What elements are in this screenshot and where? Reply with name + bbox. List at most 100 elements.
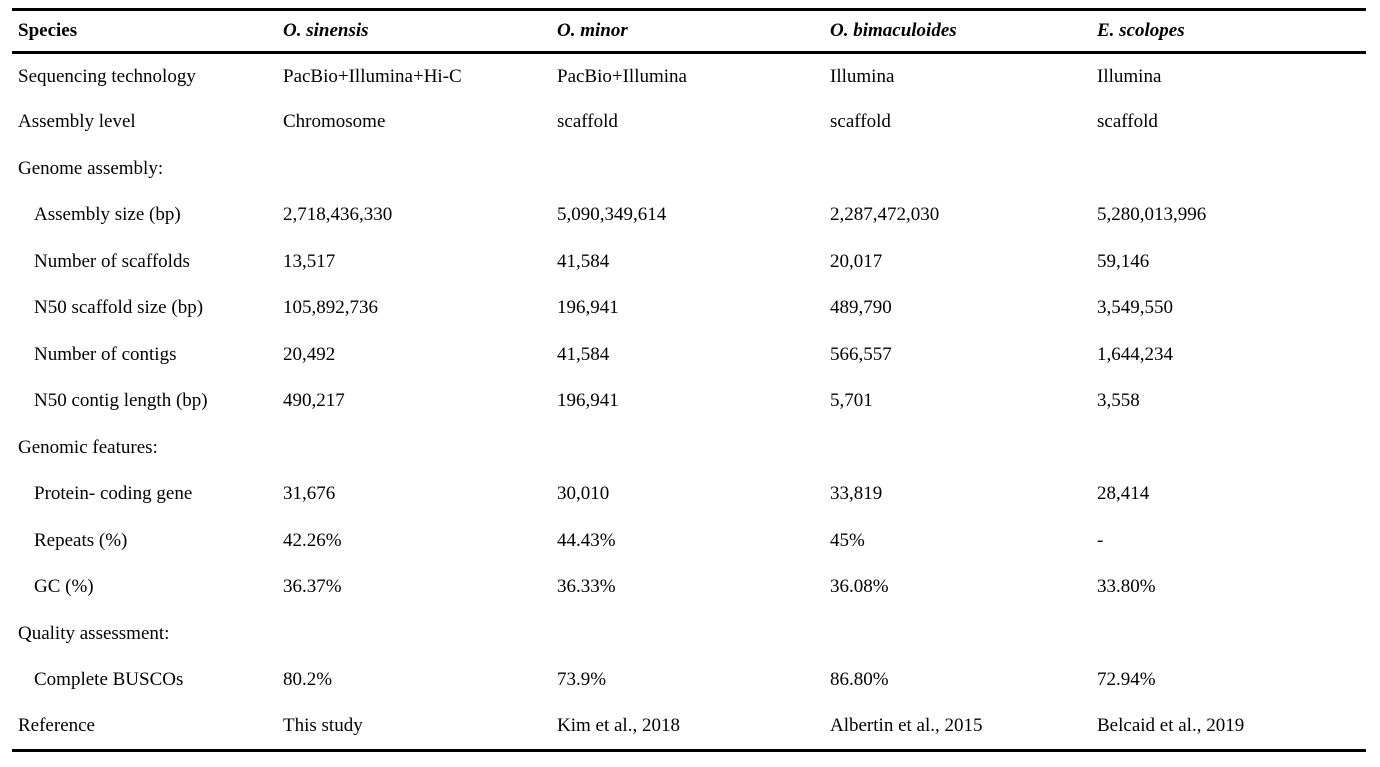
cell-value: 36.33%: [557, 576, 616, 598]
column-header-species: Species: [18, 20, 78, 41]
section-row: Quality assessment:: [12, 611, 1366, 658]
table-row: Number of contigs 20,492 41,584 566,557 1,64…: [12, 332, 1366, 379]
cell-value: 490,217: [283, 390, 345, 412]
cell-value: 196,941: [557, 390, 619, 412]
table-row: Assembly level Chromosome scaffold scaffold…: [12, 99, 1366, 146]
cell-value: [824, 146, 1091, 193]
cell-value: 36.37%: [283, 576, 342, 598]
section-label: Quality assessment:: [18, 622, 170, 644]
header-row: Species O. sinensis O. minor O. bimaculo…: [12, 10, 1366, 53]
cell-value: 31,676: [283, 483, 336, 505]
cell-value: 33,819: [830, 483, 883, 505]
cell-value: 5,280,013,996: [1097, 204, 1207, 226]
cell-value: [551, 611, 824, 658]
cell-value: 86.80%: [830, 669, 889, 691]
cell-value: 41,584: [557, 250, 610, 272]
cell-value: Illumina: [1097, 65, 1162, 87]
cell-value: scaffold: [557, 111, 618, 133]
cell-value: Albertin et al., 2015: [830, 715, 983, 736]
cell-value: 30,010: [557, 483, 610, 505]
cell-value: 41,584: [557, 343, 610, 365]
cell-value: 5,701: [830, 390, 873, 412]
cell-value: 2,718,436,330: [283, 204, 393, 226]
row-label: Repeats (%): [34, 529, 128, 551]
column-header-o-bimaculoides: O. bimaculoides: [830, 20, 957, 41]
row-label: Reference: [18, 715, 95, 736]
cell-value: 1,644,234: [1097, 343, 1173, 365]
cell-value: PacBio+Illumina: [557, 65, 687, 87]
section-label: Genome assembly:: [18, 157, 164, 179]
row-label: GC (%): [34, 576, 94, 598]
cell-value: [1091, 146, 1366, 193]
table-row: N50 contig length (bp) 490,217 196,941 5,70…: [12, 378, 1366, 425]
cell-value: 45%: [830, 529, 865, 551]
cell-value: [551, 425, 824, 472]
row-label: Number of contigs: [34, 343, 177, 365]
cell-value: 28,414: [1097, 483, 1150, 505]
table-row: Reference This study Kim et al., 2018 Alber…: [12, 704, 1366, 751]
row-label: N50 scaffold size (bp): [34, 297, 204, 319]
table-body: Sequencing technology PacBio+Illumina+Hi-…: [12, 53, 1366, 751]
cell-value: 2,287,472,030: [830, 204, 940, 226]
cell-value: 566,557: [830, 343, 892, 365]
column-header-e-scolopes: E. scolopes: [1097, 20, 1185, 41]
cell-value: [1091, 611, 1366, 658]
table-row: N50 scaffold size (bp) 105,892,736 196,941…: [12, 285, 1366, 332]
row-label: Protein- coding gene: [34, 483, 193, 505]
cell-value: 20,017: [830, 250, 883, 272]
cell-value: 196,941: [557, 297, 619, 319]
section-row: Genomic features:: [12, 425, 1366, 472]
genome-assembly-table: Species O. sinensis O. minor O. bimaculo…: [12, 8, 1366, 752]
cell-value: 33.80%: [1097, 576, 1156, 598]
row-label: N50 contig length (bp): [34, 390, 208, 412]
cell-value: 73.9%: [557, 669, 607, 691]
cell-value: 42.26%: [283, 529, 342, 551]
cell-value: 5,090,349,614: [557, 204, 667, 226]
column-header-o-minor: O. minor: [557, 20, 628, 41]
table-row: GC (%) 36.37% 36.33% 36.08% 33.80%: [12, 564, 1366, 611]
cell-value: 59,146: [1097, 250, 1150, 272]
cell-value: 72.94%: [1097, 669, 1156, 691]
section-row: Genome assembly:: [12, 146, 1366, 193]
cell-value: 489,790: [830, 297, 892, 319]
cell-value: 13,517: [283, 250, 336, 272]
table-row: Complete BUSCOs 80.2% 73.9% 86.80% 72.94%: [12, 657, 1366, 704]
row-label: Assembly size (bp): [34, 204, 181, 226]
cell-value: 3,558: [1097, 390, 1140, 412]
cell-value: Belcaid et al., 2019: [1097, 715, 1245, 736]
row-label: Number of scaffolds: [34, 250, 190, 272]
row-label: Complete BUSCOs: [34, 669, 184, 691]
table-header: Species O. sinensis O. minor O. bimaculo…: [12, 10, 1366, 53]
cell-value: PacBio+Illumina+Hi-C: [283, 65, 462, 87]
column-header-o-sinensis: O. sinensis: [283, 20, 369, 41]
cell-value: [824, 611, 1091, 658]
cell-value: 44.43%: [557, 529, 616, 551]
cell-value: 20,492: [283, 343, 336, 365]
table-row: Sequencing technology PacBio+Illumina+Hi-…: [12, 53, 1366, 100]
cell-value: scaffold: [1097, 111, 1158, 133]
cell-value: scaffold: [830, 111, 891, 133]
cell-value: -: [1097, 529, 1104, 551]
cell-value: [277, 146, 551, 193]
cell-value: Chromosome: [283, 111, 386, 133]
cell-value: 36.08%: [830, 576, 889, 598]
section-label: Genomic features:: [18, 436, 158, 458]
cell-value: Illumina: [830, 65, 895, 87]
cell-value: [1091, 425, 1366, 472]
cell-value: [277, 611, 551, 658]
cell-value: Kim et al., 2018: [557, 715, 680, 736]
cell-value: [824, 425, 1091, 472]
row-label: Sequencing technology: [18, 65, 196, 87]
cell-value: [551, 146, 824, 193]
cell-value: This study: [283, 715, 363, 736]
table-row: Number of scaffolds 13,517 41,584 20,017 59,…: [12, 239, 1366, 286]
table-row: Assembly size (bp) 2,718,436,330 5,090,349…: [12, 192, 1366, 239]
cell-value: 105,892,736: [283, 297, 378, 319]
table-row: Protein- coding gene 31,676 30,010 33,819 28…: [12, 471, 1366, 518]
row-label: Assembly level: [18, 111, 136, 133]
cell-value: 80.2%: [283, 669, 333, 691]
cell-value: 3,549,550: [1097, 297, 1173, 319]
cell-value: [277, 425, 551, 472]
table-row: Repeats (%) 42.26% 44.43% 45% -: [12, 518, 1366, 565]
